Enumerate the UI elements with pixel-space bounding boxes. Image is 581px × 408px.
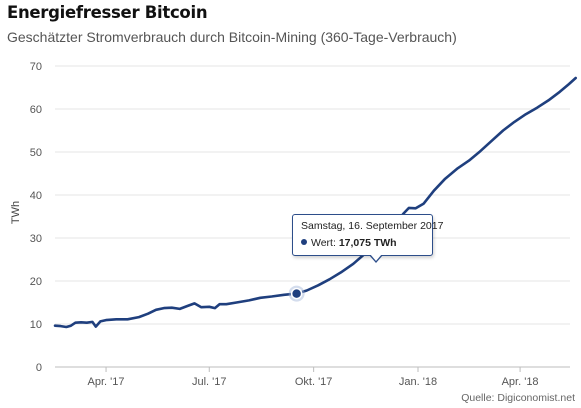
tooltip-value: 17,075 TWh xyxy=(338,237,397,249)
y-tick-label: 20 xyxy=(30,276,42,288)
y-tick-label: 30 xyxy=(30,233,42,245)
data-tooltip: Samstag, 16. September 2017 Wert: 17,075… xyxy=(292,214,444,263)
x-tick-label: Apr. '17 xyxy=(88,376,125,388)
y-tick-label: 60 xyxy=(30,104,42,116)
y-axis-ticks: 0 10 20 30 40 50 60 70 xyxy=(30,61,42,374)
series-marker-icon xyxy=(301,239,307,245)
y-axis-title: TWh xyxy=(10,201,22,224)
chart-subtitle: Geschätzter Stromverbrauch durch Bitcoin… xyxy=(7,29,457,45)
x-tick-label: Apr. '18 xyxy=(502,376,539,388)
x-tick-label: Okt. '17 xyxy=(295,376,333,388)
chart-title: Energiefresser Bitcoin xyxy=(7,3,208,22)
tooltip-value-row: Wert: 17,075 TWh xyxy=(301,237,424,249)
y-tick-label: 0 xyxy=(36,362,42,374)
x-tick-label: Jan. '18 xyxy=(399,376,437,388)
highlight-point xyxy=(290,287,303,300)
x-axis-ticks: Apr. '17 Jul. '17 Okt. '17 Jan. '18 Apr. '18 xyxy=(88,367,539,388)
tooltip-date: Samstag, 16. September 2017 xyxy=(301,220,444,232)
y-tick-label: 70 xyxy=(30,61,42,73)
y-tick-label: 40 xyxy=(30,190,42,202)
y-tick-label: 50 xyxy=(30,147,42,159)
source-note: Quelle: Digiconomist.net xyxy=(461,392,575,404)
tooltip-value-label: Wert: xyxy=(311,237,339,249)
series-layer xyxy=(53,76,577,329)
tooltip-pointer-fill xyxy=(370,254,382,261)
gridlines xyxy=(55,65,570,368)
y-tick-label: 10 xyxy=(30,319,42,331)
series-line xyxy=(53,76,577,329)
x-tick-label: Jul. '17 xyxy=(192,376,227,388)
